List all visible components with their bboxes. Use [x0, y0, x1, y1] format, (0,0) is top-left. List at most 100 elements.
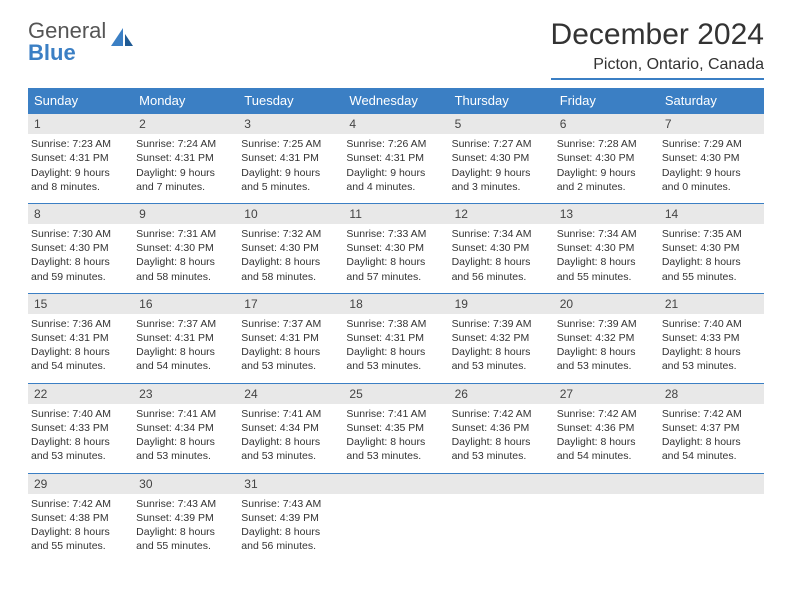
- daylight-text: Daylight: 8 hours and 54 minutes.: [31, 345, 127, 373]
- day-number: 14: [659, 203, 764, 224]
- sunrise-text: Sunrise: 7:23 AM: [31, 137, 127, 151]
- day-header-thursday: Thursday: [449, 88, 554, 113]
- calendar-week: 22Sunrise: 7:40 AMSunset: 4:33 PMDayligh…: [28, 383, 764, 467]
- calendar-day-cell: [343, 473, 448, 557]
- day-number: 2: [133, 113, 238, 134]
- calendar-day-cell: 5Sunrise: 7:27 AMSunset: 4:30 PMDaylight…: [449, 113, 554, 197]
- daylight-text: Daylight: 8 hours and 53 minutes.: [136, 435, 232, 463]
- daylight-text: Daylight: 8 hours and 53 minutes.: [662, 345, 758, 373]
- day-content: Sunrise: 7:33 AMSunset: 4:30 PMDaylight:…: [343, 224, 448, 287]
- sunset-text: Sunset: 4:36 PM: [452, 421, 548, 435]
- calendar-week: 1Sunrise: 7:23 AMSunset: 4:31 PMDaylight…: [28, 113, 764, 197]
- day-number: [554, 473, 659, 494]
- sunset-text: Sunset: 4:30 PM: [136, 241, 232, 255]
- sunset-text: Sunset: 4:31 PM: [241, 331, 337, 345]
- daylight-text: Daylight: 8 hours and 54 minutes.: [136, 345, 232, 373]
- sunset-text: Sunset: 4:38 PM: [31, 511, 127, 525]
- day-number: 9: [133, 203, 238, 224]
- sunset-text: Sunset: 4:31 PM: [346, 331, 442, 345]
- day-content: Sunrise: 7:38 AMSunset: 4:31 PMDaylight:…: [343, 314, 448, 377]
- calendar-day-cell: [554, 473, 659, 557]
- calendar-day-cell: 21Sunrise: 7:40 AMSunset: 4:33 PMDayligh…: [659, 293, 764, 377]
- calendar-day-cell: 31Sunrise: 7:43 AMSunset: 4:39 PMDayligh…: [238, 473, 343, 557]
- day-header-monday: Monday: [133, 88, 238, 113]
- day-content: Sunrise: 7:37 AMSunset: 4:31 PMDaylight:…: [238, 314, 343, 377]
- calendar-day-cell: 23Sunrise: 7:41 AMSunset: 4:34 PMDayligh…: [133, 383, 238, 467]
- title-block: December 2024 Picton, Ontario, Canada: [551, 18, 764, 80]
- day-number: 23: [133, 383, 238, 404]
- day-content: Sunrise: 7:40 AMSunset: 4:33 PMDaylight:…: [659, 314, 764, 377]
- calendar-day-cell: 15Sunrise: 7:36 AMSunset: 4:31 PMDayligh…: [28, 293, 133, 377]
- sunset-text: Sunset: 4:32 PM: [557, 331, 653, 345]
- sunset-text: Sunset: 4:30 PM: [662, 241, 758, 255]
- day-content: Sunrise: 7:36 AMSunset: 4:31 PMDaylight:…: [28, 314, 133, 377]
- sunset-text: Sunset: 4:31 PM: [136, 151, 232, 165]
- day-content: Sunrise: 7:23 AMSunset: 4:31 PMDaylight:…: [28, 134, 133, 197]
- logo-text: General Blue: [28, 20, 106, 64]
- sunrise-text: Sunrise: 7:30 AM: [31, 227, 127, 241]
- day-content: Sunrise: 7:42 AMSunset: 4:36 PMDaylight:…: [554, 404, 659, 467]
- sunrise-text: Sunrise: 7:33 AM: [346, 227, 442, 241]
- calendar-day-cell: 7Sunrise: 7:29 AMSunset: 4:30 PMDaylight…: [659, 113, 764, 197]
- calendar-day-cell: 24Sunrise: 7:41 AMSunset: 4:34 PMDayligh…: [238, 383, 343, 467]
- sunset-text: Sunset: 4:39 PM: [136, 511, 232, 525]
- daylight-text: Daylight: 8 hours and 53 minutes.: [241, 345, 337, 373]
- calendar-week: 29Sunrise: 7:42 AMSunset: 4:38 PMDayligh…: [28, 473, 764, 557]
- day-content: Sunrise: 7:34 AMSunset: 4:30 PMDaylight:…: [554, 224, 659, 287]
- sunset-text: Sunset: 4:31 PM: [31, 331, 127, 345]
- month-title: December 2024: [551, 18, 764, 52]
- sunrise-text: Sunrise: 7:42 AM: [557, 407, 653, 421]
- sunrise-text: Sunrise: 7:38 AM: [346, 317, 442, 331]
- sunrise-text: Sunrise: 7:43 AM: [136, 497, 232, 511]
- day-content: Sunrise: 7:40 AMSunset: 4:33 PMDaylight:…: [28, 404, 133, 467]
- day-number: 13: [554, 203, 659, 224]
- sunset-text: Sunset: 4:39 PM: [241, 511, 337, 525]
- calendar-day-cell: 26Sunrise: 7:42 AMSunset: 4:36 PMDayligh…: [449, 383, 554, 467]
- day-content: Sunrise: 7:30 AMSunset: 4:30 PMDaylight:…: [28, 224, 133, 287]
- sunset-text: Sunset: 4:31 PM: [241, 151, 337, 165]
- location-text: Picton, Ontario, Canada: [551, 56, 764, 80]
- day-number: 3: [238, 113, 343, 134]
- sunset-text: Sunset: 4:30 PM: [452, 241, 548, 255]
- day-number: 5: [449, 113, 554, 134]
- sunrise-text: Sunrise: 7:32 AM: [241, 227, 337, 241]
- day-number: 30: [133, 473, 238, 494]
- day-number: 24: [238, 383, 343, 404]
- sunset-text: Sunset: 4:32 PM: [452, 331, 548, 345]
- daylight-text: Daylight: 8 hours and 56 minutes.: [452, 255, 548, 283]
- sunrise-text: Sunrise: 7:26 AM: [346, 137, 442, 151]
- calendar-day-cell: 2Sunrise: 7:24 AMSunset: 4:31 PMDaylight…: [133, 113, 238, 197]
- day-content: [343, 494, 448, 550]
- calendar-week: 8Sunrise: 7:30 AMSunset: 4:30 PMDaylight…: [28, 203, 764, 287]
- daylight-text: Daylight: 8 hours and 55 minutes.: [31, 525, 127, 553]
- sunrise-text: Sunrise: 7:37 AM: [136, 317, 232, 331]
- day-content: Sunrise: 7:28 AMSunset: 4:30 PMDaylight:…: [554, 134, 659, 197]
- sunset-text: Sunset: 4:34 PM: [241, 421, 337, 435]
- calendar-day-cell: 6Sunrise: 7:28 AMSunset: 4:30 PMDaylight…: [554, 113, 659, 197]
- day-number: 26: [449, 383, 554, 404]
- sunset-text: Sunset: 4:30 PM: [452, 151, 548, 165]
- day-number: 19: [449, 293, 554, 314]
- day-header-friday: Friday: [554, 88, 659, 113]
- calendar-day-cell: 9Sunrise: 7:31 AMSunset: 4:30 PMDaylight…: [133, 203, 238, 287]
- sunrise-text: Sunrise: 7:28 AM: [557, 137, 653, 151]
- daylight-text: Daylight: 8 hours and 56 minutes.: [241, 525, 337, 553]
- day-content: Sunrise: 7:39 AMSunset: 4:32 PMDaylight:…: [554, 314, 659, 377]
- day-number: 6: [554, 113, 659, 134]
- calendar-day-cell: 14Sunrise: 7:35 AMSunset: 4:30 PMDayligh…: [659, 203, 764, 287]
- logo-text-part2: Blue: [28, 40, 76, 65]
- calendar-day-cell: 13Sunrise: 7:34 AMSunset: 4:30 PMDayligh…: [554, 203, 659, 287]
- calendar-day-cell: 3Sunrise: 7:25 AMSunset: 4:31 PMDaylight…: [238, 113, 343, 197]
- day-number: 11: [343, 203, 448, 224]
- day-number: 1: [28, 113, 133, 134]
- sunrise-text: Sunrise: 7:35 AM: [662, 227, 758, 241]
- sunset-text: Sunset: 4:30 PM: [557, 241, 653, 255]
- daylight-text: Daylight: 9 hours and 4 minutes.: [346, 166, 442, 194]
- day-content: Sunrise: 7:27 AMSunset: 4:30 PMDaylight:…: [449, 134, 554, 197]
- daylight-text: Daylight: 8 hours and 53 minutes.: [557, 345, 653, 373]
- daylight-text: Daylight: 8 hours and 55 minutes.: [136, 525, 232, 553]
- sunrise-text: Sunrise: 7:42 AM: [31, 497, 127, 511]
- sunrise-text: Sunrise: 7:34 AM: [452, 227, 548, 241]
- calendar-day-cell: 22Sunrise: 7:40 AMSunset: 4:33 PMDayligh…: [28, 383, 133, 467]
- daylight-text: Daylight: 8 hours and 53 minutes.: [452, 435, 548, 463]
